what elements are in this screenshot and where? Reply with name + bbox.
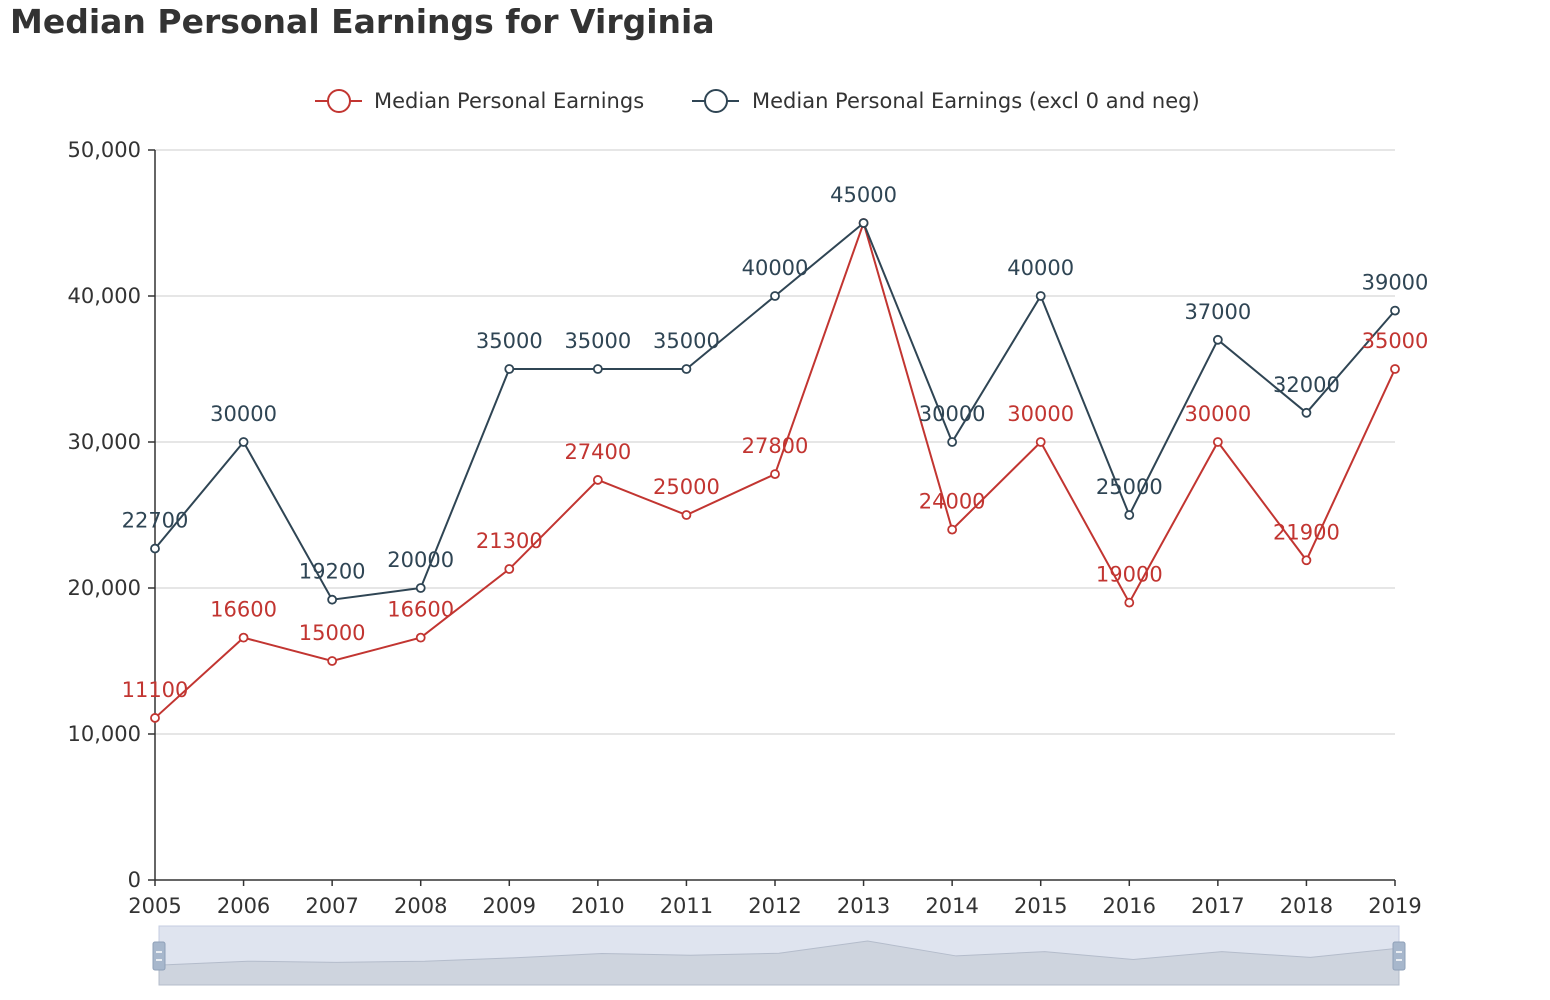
x-tick-label: 2006 [217, 894, 270, 918]
data-zoom-handle-right[interactable] [1392, 941, 1406, 971]
x-tick-label: 2019 [1368, 894, 1421, 918]
data-label: 20000 [387, 548, 454, 572]
handle-grip[interactable] [1392, 941, 1406, 971]
data-zoom-handle-left[interactable] [152, 941, 166, 971]
data-label: 32000 [1273, 373, 1340, 397]
data-point[interactable] [415, 632, 426, 643]
data-point[interactable] [770, 291, 780, 301]
data-point[interactable] [1124, 597, 1135, 608]
legend-symbol [327, 89, 351, 113]
data-point[interactable] [415, 583, 426, 593]
data-point[interactable] [858, 218, 869, 228]
data-point[interactable] [592, 364, 603, 374]
data-point[interactable] [150, 713, 160, 723]
x-tick-label: 2009 [483, 894, 536, 918]
y-tick-label: 50,000 [68, 138, 141, 162]
data-point[interactable] [681, 510, 692, 520]
data-point[interactable] [770, 469, 780, 480]
legend-label: Median Personal Earnings (excl 0 and neg… [752, 89, 1200, 113]
x-tick-label: 2018 [1280, 894, 1333, 918]
data-point[interactable] [238, 632, 249, 643]
x-tick-label: 2013 [837, 894, 890, 918]
data-point[interactable] [1035, 291, 1046, 301]
data-point[interactable] [238, 437, 249, 447]
data-label: 35000 [476, 329, 543, 353]
data-point[interactable] [1212, 334, 1223, 345]
data-label: 16600 [210, 598, 277, 622]
data-point[interactable] [592, 475, 603, 485]
data-label: 30000 [919, 402, 986, 426]
data-label: 24000 [919, 490, 986, 514]
data-label: 45000 [830, 183, 897, 207]
data-label: 30000 [1007, 402, 1074, 426]
data-point[interactable] [1390, 305, 1400, 316]
legend[interactable]: Median Personal Earnings Median Personal … [315, 89, 1200, 113]
x-tick-label: 2011 [660, 894, 713, 918]
data-label: 35000 [564, 329, 631, 353]
data-label: 27400 [564, 440, 631, 464]
x-tick-label: 2014 [925, 894, 978, 918]
data-label: 39000 [1362, 271, 1429, 295]
data-point[interactable] [1301, 555, 1312, 566]
data-labels: 11100 16600 15000 16600 21300 27400 25000 27800… [122, 183, 1429, 702]
chart-title: Median Personal Earnings for Virginia [10, 2, 715, 41]
y-tick-label: 40,000 [68, 284, 141, 308]
data-label: 35000 [653, 329, 720, 353]
x-tick-label: 2012 [748, 894, 801, 918]
data-label: 30000 [210, 402, 277, 426]
y-tick-label: 10,000 [68, 722, 141, 746]
legend-item[interactable]: Median Personal Earnings (excl 0 and neg… [692, 89, 1200, 113]
data-label: 25000 [653, 475, 720, 499]
series-lines [150, 218, 1400, 723]
data-point[interactable] [327, 594, 338, 605]
data-point[interactable] [327, 656, 338, 666]
data-zoom-preview [158, 940, 1400, 986]
data-label: 25000 [1096, 475, 1163, 499]
x-tick-label: 2015 [1014, 894, 1067, 918]
data-point[interactable] [1212, 437, 1223, 447]
handle-grip[interactable] [152, 941, 166, 971]
x-tick-label: 2008 [394, 894, 447, 918]
x-tick-label: 2005 [128, 894, 181, 918]
data-label: 30000 [1184, 402, 1251, 426]
x-tick-label: 2010 [571, 894, 624, 918]
data-label: 40000 [742, 256, 809, 280]
data-label: 40000 [1007, 256, 1074, 280]
data-label: 21900 [1273, 520, 1340, 544]
data-point[interactable] [150, 543, 160, 554]
data-label: 15000 [299, 621, 366, 645]
data-label: 35000 [1362, 329, 1429, 353]
axes: 0 10,000 20,000 30,000 40,000 50,000 2005 2006 2… [68, 138, 1422, 918]
data-point[interactable] [681, 364, 692, 374]
data-label: 22700 [122, 509, 189, 533]
data-label: 11100 [122, 678, 189, 702]
y-tick-label: 30,000 [68, 430, 141, 454]
data-label: 37000 [1184, 300, 1251, 324]
data-point[interactable] [947, 524, 958, 535]
data-point[interactable] [504, 564, 515, 574]
y-tick-label: 0 [128, 868, 141, 892]
legend-item[interactable]: Median Personal Earnings [315, 89, 644, 113]
data-label: 19000 [1096, 563, 1163, 587]
data-point[interactable] [1035, 437, 1046, 447]
data-point[interactable] [1390, 364, 1400, 374]
data-point[interactable] [1301, 407, 1312, 418]
x-tick-label: 2016 [1103, 894, 1156, 918]
data-point[interactable] [947, 437, 958, 447]
data-label: 16600 [387, 598, 454, 622]
data-point[interactable] [1124, 510, 1135, 520]
data-point[interactable] [504, 364, 515, 374]
x-tick-label: 2017 [1191, 894, 1244, 918]
data-label: 27800 [742, 434, 809, 458]
data-label: 19200 [299, 560, 366, 584]
x-tick-label: 2007 [305, 894, 358, 918]
data-label: 21300 [476, 529, 543, 553]
legend-symbol [704, 89, 728, 113]
legend-label: Median Personal Earnings [374, 89, 644, 113]
data-zoom-slider[interactable] [152, 925, 1406, 986]
y-tick-label: 20,000 [68, 576, 141, 600]
